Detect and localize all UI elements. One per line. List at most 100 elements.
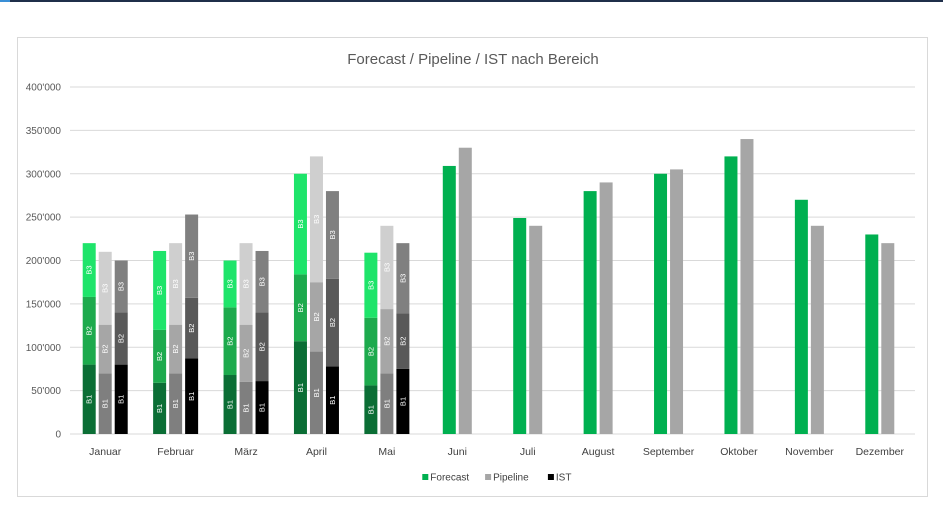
segment-label: B1: [366, 405, 375, 414]
segment-label: B3: [226, 279, 235, 288]
bar-segment: [239, 324, 253, 382]
segment-label: B1: [312, 388, 321, 397]
segment-label: B3: [382, 263, 391, 272]
segment-label: B1: [155, 404, 164, 413]
bar-segment: [223, 260, 237, 308]
bar-segment: [380, 373, 394, 434]
x-tick-label: Mai: [378, 446, 395, 458]
bar-segment: [309, 156, 323, 283]
bar-segment: [223, 375, 237, 434]
bar-segment: [293, 274, 307, 342]
segment-label: B1: [117, 395, 126, 404]
bar-segment: [153, 329, 167, 383]
bar-segment: [293, 341, 307, 434]
segment-label: B2: [242, 349, 251, 358]
segment-label: B2: [258, 342, 267, 351]
bar-segment: [185, 358, 199, 434]
segment-label: B3: [296, 219, 305, 228]
y-tick-label: 250'000: [26, 213, 62, 224]
y-tick-label: 100'000: [26, 343, 62, 354]
bar-segment: [98, 251, 112, 325]
segment-label: B1: [85, 395, 94, 404]
segment-label: B1: [187, 392, 196, 401]
window-accent: [0, 0, 10, 2]
segment-label: B2: [398, 337, 407, 346]
bar-segment: [82, 364, 96, 434]
x-tick-label: Juni: [448, 446, 467, 458]
y-tick-label: 150'000: [26, 299, 62, 310]
bar: [654, 173, 668, 434]
segment-label: B2: [312, 312, 321, 321]
bar-segment: [185, 297, 199, 359]
bar-segment: [185, 214, 199, 298]
bar: [529, 225, 543, 434]
bar-segment: [169, 243, 183, 325]
y-tick-label: 350'000: [26, 126, 62, 137]
segment-label: B2: [328, 318, 337, 327]
bar-segment: [325, 278, 339, 367]
bar: [670, 169, 684, 434]
bar: [583, 191, 597, 434]
legend: Forecast Pipeline IST: [422, 473, 571, 484]
bar-segment: [153, 382, 167, 434]
segment-label: B3: [258, 277, 267, 286]
bar: [442, 165, 456, 434]
legend-label: Forecast: [430, 473, 469, 484]
segment-label: B3: [242, 279, 251, 288]
segment-label: B2: [171, 344, 180, 353]
segment-label: B2: [155, 352, 164, 361]
y-tick-label: 50'000: [31, 386, 61, 397]
bar-segment: [98, 373, 112, 434]
bar-segment: [309, 282, 323, 352]
chart-title: Forecast / Pipeline / IST nach Bereich: [347, 51, 599, 68]
bar: [881, 243, 895, 434]
segment-label: B3: [312, 215, 321, 224]
bar-segment: [114, 364, 128, 434]
bar-segment: [239, 381, 253, 434]
segment-label: B3: [85, 265, 94, 274]
x-tick-label: Oktober: [720, 446, 758, 458]
segment-label: B1: [171, 399, 180, 408]
x-tick-label: Januar: [89, 446, 122, 458]
segment-label: B2: [101, 344, 110, 353]
segment-label: B1: [101, 399, 110, 408]
bar: [794, 199, 808, 434]
bar-segment: [98, 324, 112, 374]
segment-label: B2: [382, 337, 391, 346]
bar-segment: [239, 243, 253, 325]
segment-label: B3: [101, 284, 110, 293]
bar-segment: [380, 225, 394, 310]
bar-segment: [153, 250, 167, 330]
x-tick-label: September: [643, 446, 695, 458]
bar-segment: [396, 243, 410, 314]
segment-label: B1: [382, 399, 391, 408]
window-top-border: [0, 0, 943, 2]
bars: B1 B2 B3 B1 B2 B3 B1 B2 B3 B1 B2 B3 B1 B2 B3 B1 B2 B3 B1 B2…: [82, 139, 895, 435]
bar-segment: [309, 351, 323, 434]
segment-label: B3: [171, 279, 180, 288]
y-tick-label: 300'000: [26, 169, 62, 180]
segment-label: B3: [155, 286, 164, 295]
bar-segment: [223, 307, 237, 376]
x-tick-label: Februar: [157, 446, 194, 458]
bar-segment: [114, 260, 128, 313]
x-tick-label: Dezember: [856, 446, 905, 458]
segment-label: B2: [366, 347, 375, 356]
bar-segment: [364, 252, 378, 318]
segment-label: B3: [366, 281, 375, 290]
legend-label: Pipeline: [493, 473, 529, 484]
segment-label: B1: [258, 403, 267, 412]
bar: [740, 139, 754, 435]
bar-segment: [255, 381, 269, 434]
bar-segment: [396, 313, 410, 369]
bar-segment: [364, 317, 378, 386]
y-axis: 0 50'000 100'000 150'000 200'000 250'000 300'0…: [26, 83, 62, 441]
y-tick-label: 200'000: [26, 256, 62, 267]
x-tick-label: Juli: [520, 446, 536, 458]
bar-segment: [82, 243, 96, 297]
bar-segment: [255, 312, 269, 382]
segment-label: B2: [226, 337, 235, 346]
bar: [865, 234, 879, 434]
legend-label: IST: [556, 473, 572, 484]
